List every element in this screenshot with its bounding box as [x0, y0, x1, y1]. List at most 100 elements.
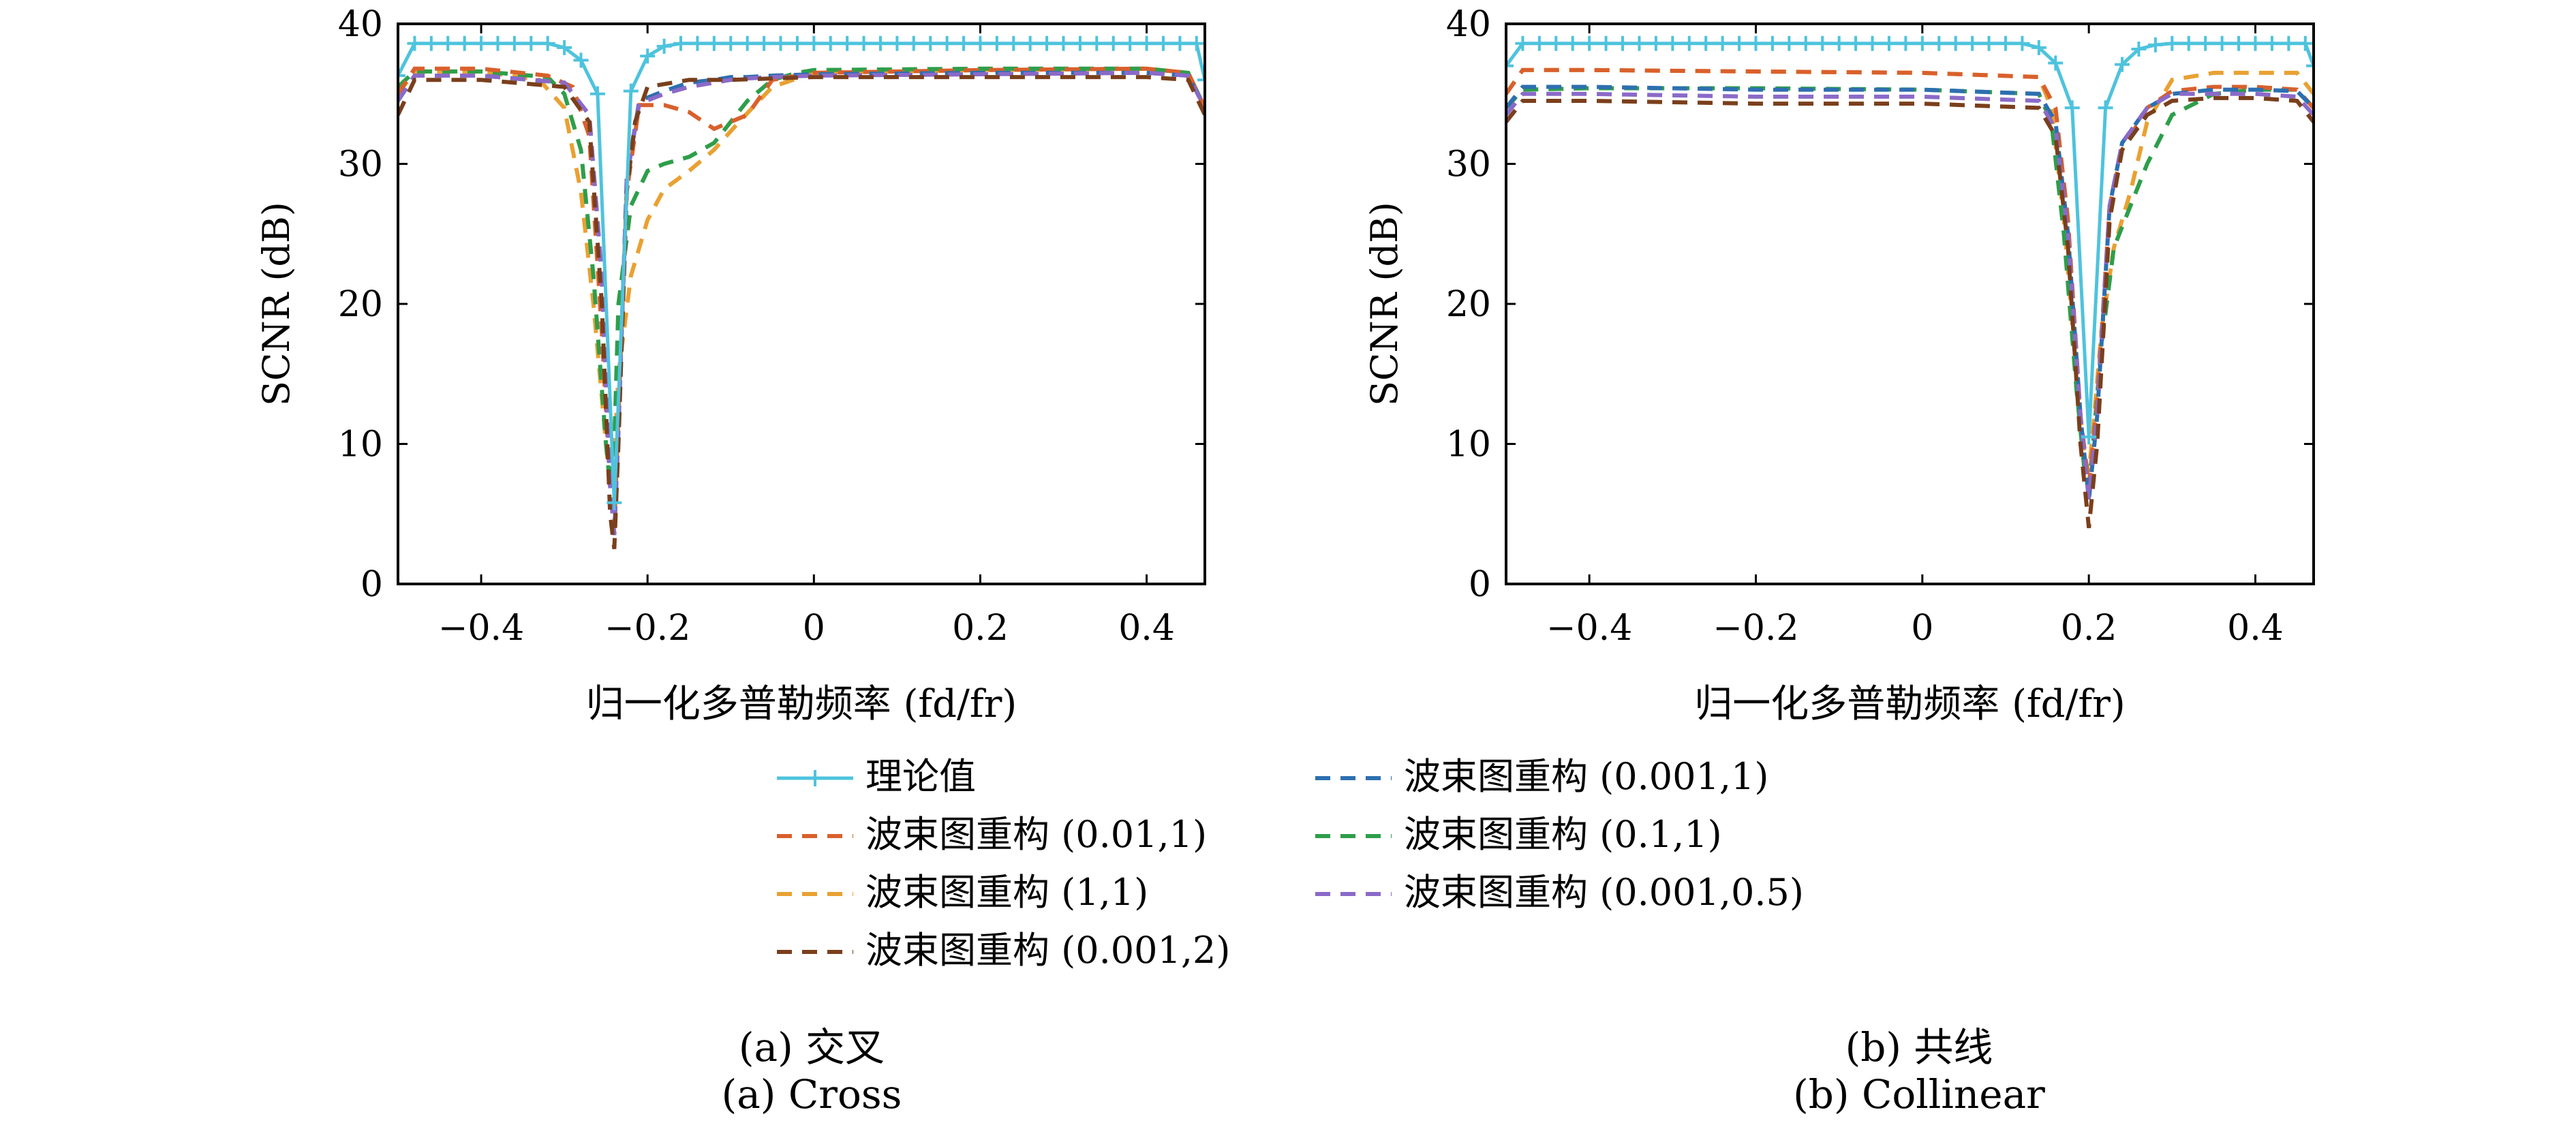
theory-marker: [1598, 35, 1614, 51]
theory-marker: [2098, 100, 2113, 116]
y-tick-label: 20: [338, 284, 383, 325]
theory-marker: [2147, 37, 2163, 52]
x-tick-label: 0.4: [1118, 608, 1175, 649]
legend-label-s3: 波束图重构 (0.001,2): [865, 929, 1230, 972]
y-tick-label: 30: [338, 144, 383, 185]
theory-marker: [573, 52, 589, 68]
series-line-s5: [398, 66, 1205, 487]
theory-marker: [1565, 35, 1580, 51]
theory-marker: [474, 35, 489, 51]
series-line-s4: [398, 70, 1205, 536]
theory-marker: [457, 35, 472, 51]
theory-marker: [2031, 40, 2046, 55]
x-tick-label: −0.2: [604, 608, 690, 649]
theory-marker: [840, 35, 855, 51]
theory-marker: [1197, 72, 1205, 88]
theory-marker: [1531, 35, 1547, 51]
theory-marker: [856, 35, 872, 51]
theory-marker: [398, 68, 405, 84]
theory-marker: [756, 35, 772, 51]
theory-marker: [906, 35, 921, 51]
x-axis-label: 归一化多普勒频率 (fd/fr): [1694, 682, 2125, 726]
theory-marker: [656, 38, 672, 54]
theory-marker: [2306, 58, 2314, 74]
legend-marker-theory: [807, 770, 823, 786]
theory-marker: [1732, 35, 1747, 51]
legend-label-s2: 波束图重构 (1,1): [865, 871, 1148, 914]
theory-marker: [789, 35, 805, 51]
theory-marker: [923, 35, 938, 51]
x-tick-label: −0.4: [1546, 608, 1632, 649]
theory-marker: [1089, 35, 1105, 51]
y-tick-label: 30: [1446, 144, 1491, 185]
x-tick-label: −0.2: [1713, 608, 1798, 649]
legend-label-s1: 波束图重构 (0.01,1): [865, 813, 1207, 856]
theory-marker: [589, 86, 605, 102]
series-line-s2: [1506, 67, 2314, 473]
theory-marker: [2048, 55, 2064, 71]
x-tick-label: 0.2: [2061, 608, 2117, 649]
theory-marker: [739, 35, 755, 51]
theory-marker: [1039, 35, 1055, 51]
theory-marker: [972, 35, 988, 51]
theory-marker: [806, 35, 822, 51]
x-tick-label: 0.4: [2227, 608, 2284, 649]
series-line-s3: [1506, 95, 2314, 529]
y-tick-label: 40: [338, 4, 383, 45]
theory-marker: [557, 40, 572, 55]
theory-marker: [889, 35, 905, 51]
theory-marker: [1548, 35, 1564, 51]
theory-marker: [2214, 35, 2230, 51]
legend-label-s5: 波束图重构 (0.1,1): [1404, 813, 1722, 856]
legend-label-theory: 理论值: [865, 755, 976, 798]
theory-marker: [2281, 35, 2297, 51]
legend-label-s6: 波束图重构 (0.001,0.5): [1404, 871, 1804, 914]
theory-marker: [1172, 35, 1188, 51]
series-group: [1506, 35, 2314, 529]
caption-a-cn: (a) 交叉: [738, 1024, 885, 1070]
theory-marker: [2264, 35, 2280, 51]
theory-marker: [1981, 35, 1997, 51]
theory-marker: [2164, 35, 2180, 51]
theory-marker: [1022, 35, 1038, 51]
theory-marker: [2297, 35, 2313, 51]
series-line-s5: [1506, 86, 2314, 487]
x-tick-label: 0: [803, 608, 825, 649]
theory-marker: [1715, 35, 1730, 51]
y-axis-label: SCNR (dB): [1363, 202, 1406, 406]
theory-marker: [1898, 35, 1914, 51]
theory-marker: [2181, 35, 2196, 51]
caption-b-en: (b) Collinear: [1793, 1071, 2045, 1118]
theory-marker: [523, 35, 539, 51]
theory-marker: [1948, 35, 1963, 51]
theory-marker: [540, 35, 555, 51]
theory-marker: [723, 35, 739, 51]
theory-marker: [1781, 35, 1797, 51]
theory-marker: [1189, 35, 1204, 51]
theory-marker: [1865, 35, 1880, 51]
theory-marker: [506, 35, 522, 51]
caption-a-en: (a) Cross: [721, 1071, 902, 1118]
theory-marker: [1648, 35, 1663, 51]
theory-marker: [1105, 35, 1121, 51]
plot-panel-b: −0.4 −0.2 0 0.2 0.4 0 10 20 30 40 SCNR (dB) 归一化多普勒频…: [1363, 4, 2315, 726]
theory-marker: [1072, 35, 1088, 51]
theory-marker: [989, 35, 1005, 51]
theory-marker: [1515, 35, 1531, 51]
y-tick-label: 40: [1446, 4, 1491, 45]
theory-marker: [1798, 35, 1813, 51]
theory-marker: [2115, 57, 2130, 72]
series-line-s6: [1506, 91, 2314, 500]
theory-marker: [607, 495, 622, 510]
theory-marker: [706, 35, 722, 51]
theory-marker: [1698, 35, 1714, 51]
axes-frame: [1505, 22, 2315, 585]
theory-marker: [1681, 35, 1697, 51]
theory-marker: [1582, 35, 1597, 51]
y-tick-label: 0: [1469, 564, 1491, 605]
series-line-s1: [1506, 67, 2314, 487]
theory-marker: [1139, 35, 1154, 51]
caption-b-cn: (b) 共线: [1845, 1024, 1993, 1070]
x-axis-label: 归一化多普勒频率 (fd/fr): [586, 682, 1017, 726]
theory-marker: [1006, 35, 1022, 51]
